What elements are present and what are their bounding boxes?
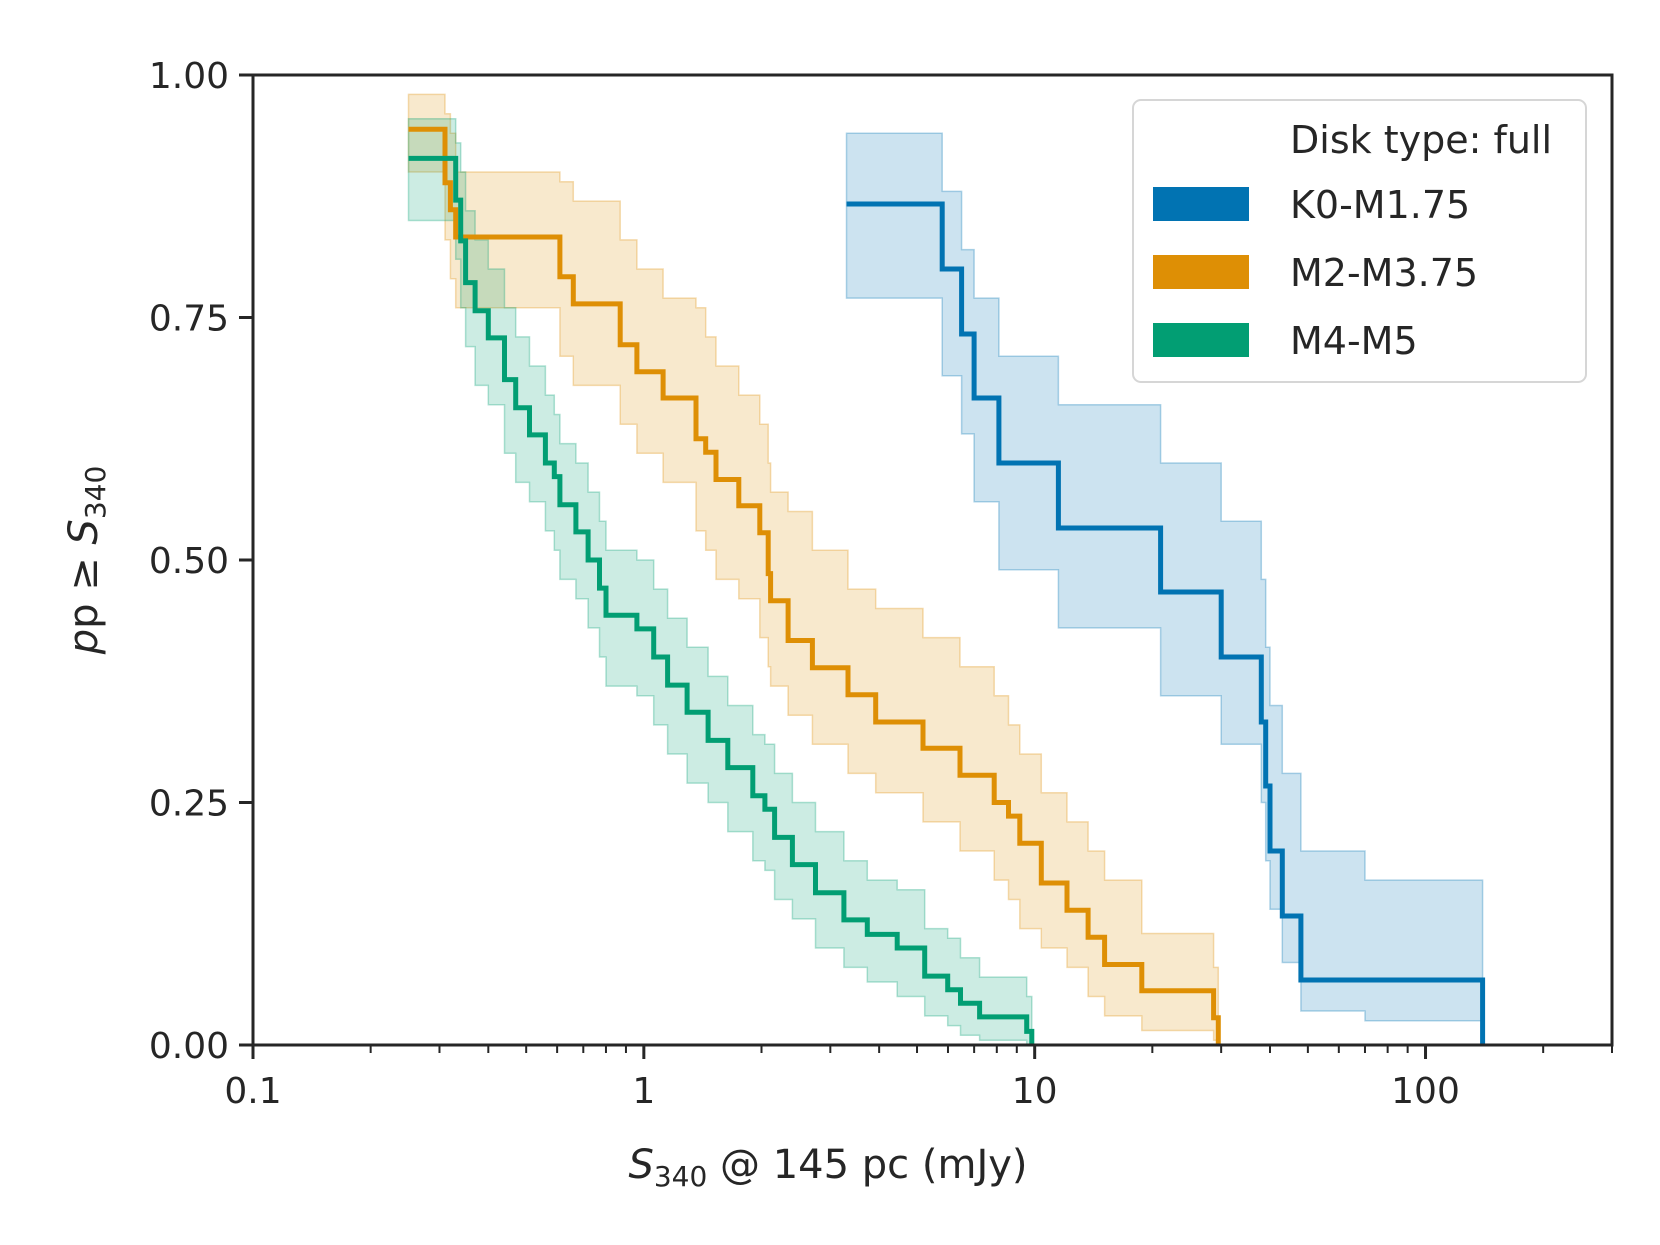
ticks: 0.1 1 10 100 0.00 0.25 0.50 0.75 1.00 bbox=[149, 56, 1613, 1112]
legend-swatch bbox=[1153, 323, 1249, 357]
legend-swatch bbox=[1153, 187, 1249, 221]
y-tick-label: 0.25 bbox=[149, 784, 229, 825]
series-line bbox=[408, 126, 1221, 1045]
x-tick-label: 0.1 bbox=[224, 1071, 281, 1112]
legend: Disk type: full K0-M1.75 M2-M3.75 M4-M5 bbox=[1132, 99, 1587, 383]
legend-label: M4-M5 bbox=[1290, 319, 1418, 363]
x-tick-label: 10 bbox=[1012, 1071, 1058, 1112]
legend-title: Disk type: full bbox=[1290, 118, 1552, 162]
y-tick-label: 0.50 bbox=[149, 541, 229, 582]
y-tick-label: 0.00 bbox=[149, 1026, 229, 1067]
y-tick-label: 0.75 bbox=[149, 299, 229, 340]
series-line bbox=[846, 201, 1486, 1045]
y-tick-label: 1.00 bbox=[149, 56, 229, 97]
x-tick-label: 100 bbox=[1391, 1071, 1460, 1112]
confidence-bands bbox=[407, 93, 1484, 1046]
y-axis-label: pp ≥ S340 bbox=[61, 466, 112, 656]
legend-label: M2-M3.75 bbox=[1290, 251, 1478, 295]
x-axis-label: S340 @ 145 pc (mJy) bbox=[628, 1142, 1027, 1193]
legend-label: K0-M1.75 bbox=[1290, 183, 1470, 227]
x-tick-label: 1 bbox=[632, 1071, 655, 1112]
legend-frame bbox=[1132, 99, 1587, 383]
legend-swatch bbox=[1153, 255, 1249, 289]
series-lines bbox=[408, 126, 1486, 1045]
series-line bbox=[408, 155, 1035, 1045]
